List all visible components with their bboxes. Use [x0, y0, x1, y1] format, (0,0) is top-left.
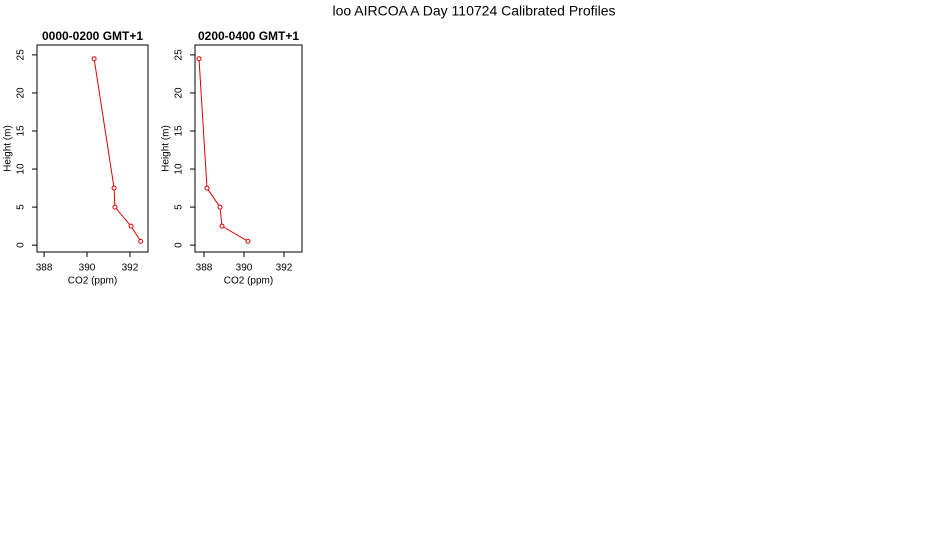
data-point	[91, 56, 97, 62]
plot-frame	[36, 44, 149, 253]
y-axis-label: Height (m)	[3, 125, 14, 172]
x-axis-label: CO2 (ppm)	[224, 276, 273, 287]
y-tick-label: 10	[174, 163, 185, 175]
profile-line	[198, 58, 249, 242]
y-tick-label: 15	[174, 125, 185, 137]
panel: 0000-0200 GMT+1 388 390 392 0 5 10 15 20 25 CO2 (p…	[3, 29, 149, 287]
x-tick-label: 388	[36, 263, 53, 274]
data-point	[128, 223, 134, 229]
x-tick-label: 392	[276, 263, 293, 274]
data-point	[112, 204, 118, 210]
plot-frame	[194, 44, 303, 253]
x-tick-label: 390	[79, 263, 96, 274]
y-tick-label: 0	[174, 242, 185, 248]
y-tick-label: 5	[174, 204, 185, 210]
y-tick-label: 20	[16, 87, 27, 99]
x-tick-label: 390	[236, 263, 253, 274]
data-point	[111, 185, 117, 191]
y-tick-label: 15	[16, 125, 27, 137]
x-axis-label: CO2 (ppm)	[68, 276, 117, 287]
y-axis-label: Height (m)	[161, 125, 172, 172]
page-title: loo AIRCOA A Day 110724 Calibrated Profi…	[332, 3, 615, 19]
panel-title: 0000-0200 GMT+1	[42, 29, 143, 43]
y-tick-label: 20	[174, 87, 185, 99]
data-point	[219, 223, 225, 229]
x-tick-label: 388	[196, 263, 213, 274]
data-point	[196, 56, 202, 62]
panel-title: 0200-0400 GMT+1	[198, 29, 299, 43]
profile-line	[93, 58, 142, 242]
x-tick-label: 392	[122, 263, 139, 274]
data-point	[245, 238, 251, 244]
data-point	[138, 238, 144, 244]
y-tick-label: 5	[16, 204, 27, 210]
y-tick-label: 25	[174, 49, 185, 61]
panel: 0200-0400 GMT+1 388 390 392 0 5 10 15 20 25 CO2 (p…	[161, 29, 303, 287]
y-tick-label: 25	[16, 49, 27, 61]
data-point	[217, 204, 223, 210]
y-tick-label: 0	[16, 242, 27, 248]
y-tick-label: 10	[16, 163, 27, 175]
data-point	[204, 185, 210, 191]
